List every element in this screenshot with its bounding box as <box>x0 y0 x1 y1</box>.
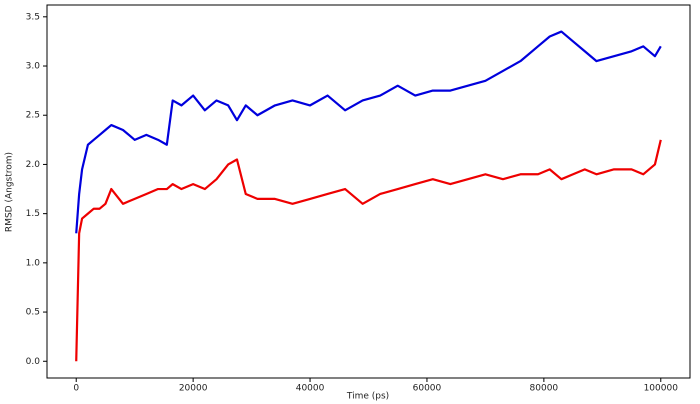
y-tick-label: 3.5 <box>26 12 40 22</box>
y-tick-label: 2.0 <box>26 160 41 170</box>
data-line <box>75 139 662 362</box>
x-tick-label: 60000 <box>413 384 442 394</box>
plot-frame <box>46 4 691 379</box>
x-tick-label: 0 <box>73 384 79 394</box>
x-tick-label: 80000 <box>530 384 559 394</box>
data-line <box>75 30 662 234</box>
y-tick-label: 0.0 <box>26 357 41 367</box>
y-tick-label: 0.5 <box>26 308 40 318</box>
y-tick-label: 1.5 <box>26 209 40 219</box>
y-axis-label: RMSD (Angstrom) <box>5 152 15 232</box>
x-tick-label: 20000 <box>179 384 208 394</box>
y-tick-label: 1.0 <box>26 258 41 268</box>
x-axis-label: Time (ps) <box>346 392 389 402</box>
y-tick-label: 2.5 <box>26 111 40 121</box>
y-tick-label: 3.0 <box>26 62 41 72</box>
x-tick-label: 100000 <box>644 384 679 394</box>
x-tick-label: 40000 <box>296 384 325 394</box>
